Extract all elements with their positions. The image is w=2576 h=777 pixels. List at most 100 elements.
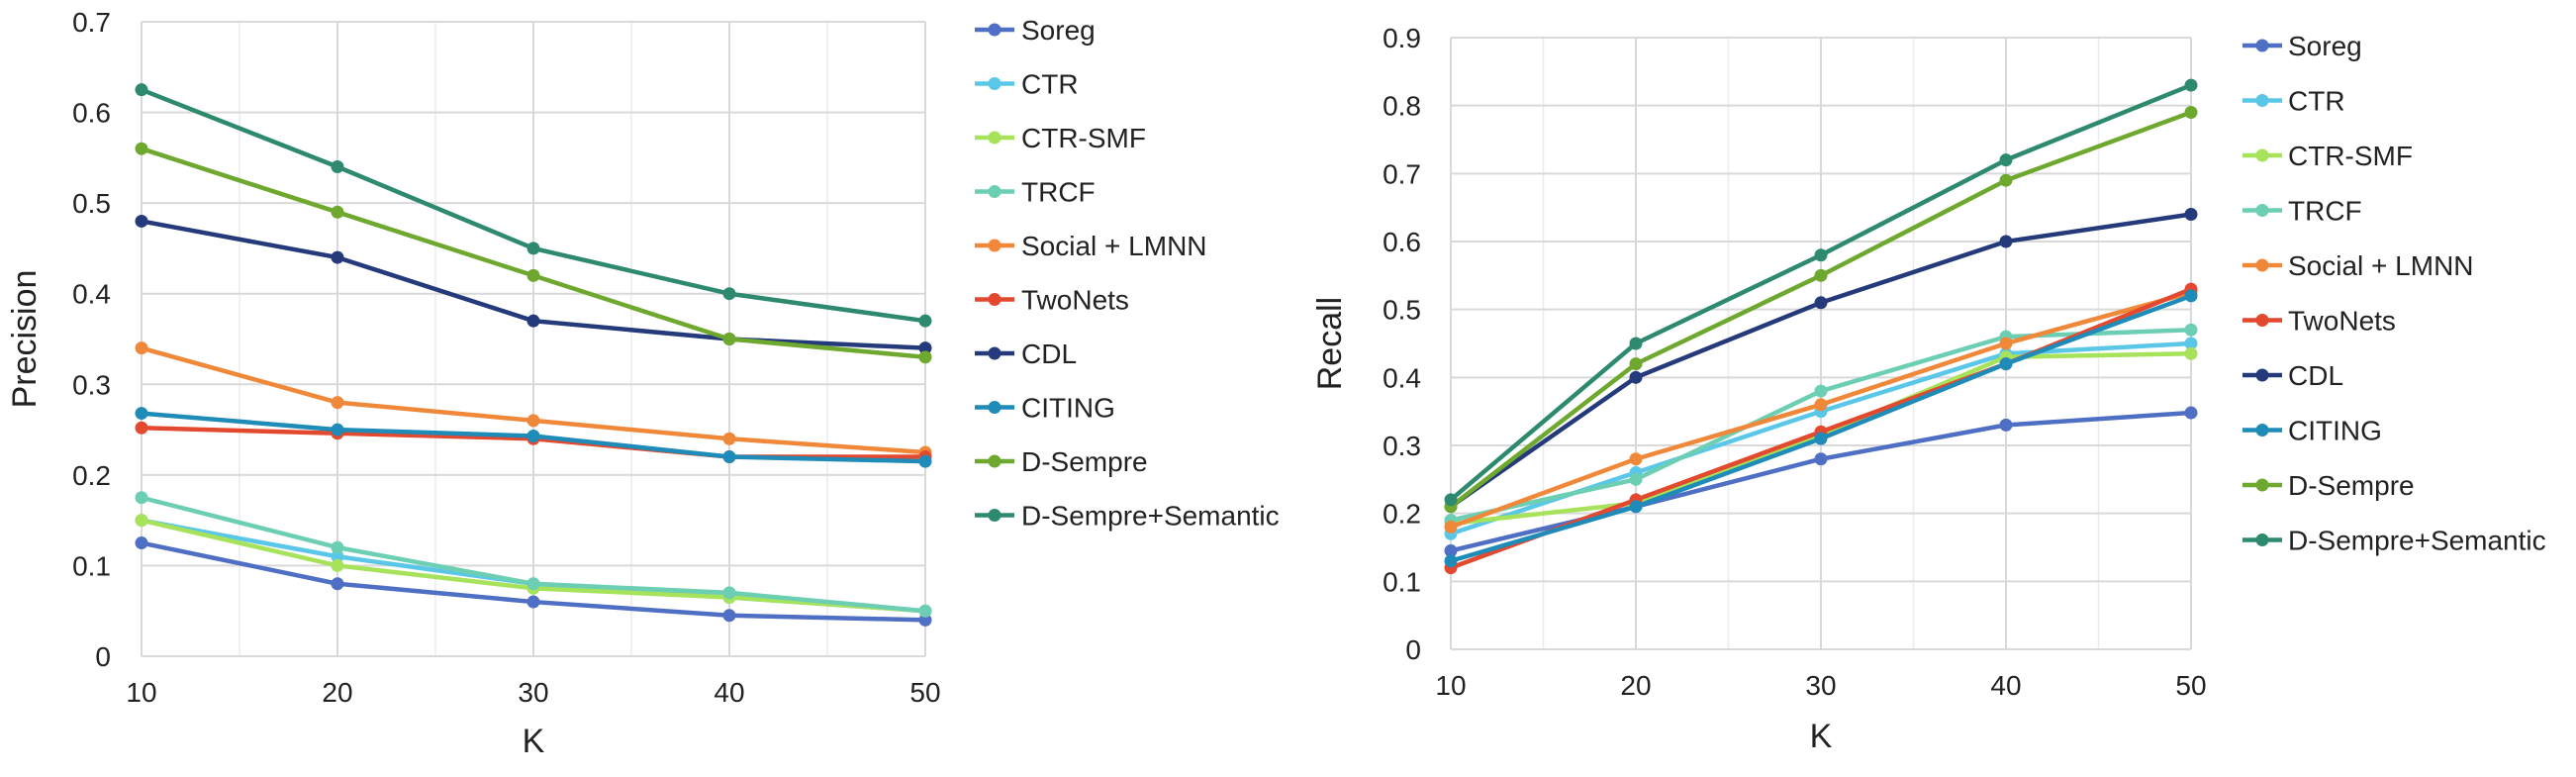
data-point bbox=[331, 577, 344, 591]
y-tick-label: 0 bbox=[1405, 634, 1421, 665]
x-tick-label: 40 bbox=[714, 677, 744, 708]
data-point bbox=[526, 268, 540, 282]
legend-item: CTR bbox=[2242, 86, 2345, 117]
legend-swatch-marker bbox=[2255, 534, 2269, 546]
legend-label: TRCF bbox=[2288, 196, 2362, 227]
data-point bbox=[722, 432, 736, 445]
y-tick-label: 0.7 bbox=[72, 7, 111, 38]
series-trcf bbox=[135, 491, 932, 618]
data-point bbox=[1999, 173, 2013, 187]
legend-swatch-marker bbox=[2255, 148, 2269, 162]
data-point bbox=[331, 160, 344, 174]
y-tick-label: 0.5 bbox=[72, 188, 111, 219]
y-tick-label: 0.4 bbox=[72, 279, 111, 310]
x-axis-title: K bbox=[1810, 718, 1833, 755]
legend-swatch-marker bbox=[988, 131, 1002, 145]
y-tick-label: 0.3 bbox=[72, 369, 111, 400]
data-point bbox=[526, 577, 540, 591]
data-point bbox=[331, 540, 344, 554]
legend-label: CTR bbox=[1021, 69, 1079, 100]
data-point bbox=[2184, 346, 2198, 360]
legend-swatch-marker bbox=[988, 454, 1002, 468]
data-point bbox=[1814, 296, 1828, 310]
data-point bbox=[1444, 520, 1458, 534]
legend-swatch-marker bbox=[2255, 424, 2269, 437]
data-point bbox=[1814, 384, 1828, 398]
series-d-sempre-semantic bbox=[135, 83, 932, 328]
legend-label: CDL bbox=[1021, 339, 1077, 369]
x-axis-title: K bbox=[523, 723, 545, 760]
data-point bbox=[1999, 357, 2013, 371]
data-point bbox=[526, 314, 540, 328]
data-point bbox=[1999, 418, 2013, 432]
y-tick-label: 0.7 bbox=[1383, 158, 1421, 189]
legend-label: D-Sempre+Semantic bbox=[2288, 526, 2546, 556]
data-point bbox=[1999, 337, 2013, 350]
series-soreg bbox=[135, 536, 932, 627]
y-tick-label: 0.8 bbox=[1383, 91, 1421, 122]
legend-item: Soreg bbox=[2242, 31, 2362, 61]
data-point bbox=[135, 142, 148, 155]
data-point bbox=[526, 242, 540, 255]
data-point bbox=[1444, 543, 1458, 557]
legend-label: Social + LMNN bbox=[2288, 250, 2474, 281]
data-point bbox=[135, 407, 148, 421]
y-tick-label: 0.6 bbox=[72, 98, 111, 129]
y-tick-label: 0 bbox=[95, 641, 111, 672]
legend-item: CDL bbox=[975, 339, 1077, 369]
y-tick-label: 0.1 bbox=[1383, 566, 1421, 597]
legend-label: CTR bbox=[2288, 86, 2345, 117]
legend-swatch-marker bbox=[2255, 204, 2269, 217]
y-tick-label: 0.3 bbox=[1383, 431, 1421, 461]
legend-item: CTR-SMF bbox=[2242, 141, 2413, 171]
x-tick-label: 50 bbox=[2175, 670, 2206, 701]
y-tick-label: 0.9 bbox=[1383, 23, 1421, 53]
legend-label: CITING bbox=[2288, 416, 2382, 446]
data-point bbox=[135, 514, 148, 528]
legend-label: CTR-SMF bbox=[1021, 123, 1146, 153]
data-point bbox=[918, 341, 932, 355]
x-tick-label: 20 bbox=[1620, 670, 1651, 701]
legend-label: CDL bbox=[2288, 360, 2343, 391]
series-social-lmnn bbox=[135, 341, 932, 459]
data-point bbox=[2184, 337, 2198, 350]
y-tick-label: 0.1 bbox=[72, 550, 111, 581]
data-point bbox=[722, 287, 736, 301]
series-citing bbox=[1444, 289, 2198, 568]
data-point bbox=[722, 586, 736, 600]
data-point bbox=[2184, 323, 2198, 337]
legend-label: TwoNets bbox=[2288, 306, 2396, 337]
legend-item: D-Sempre bbox=[2242, 470, 2415, 501]
legend-swatch-marker bbox=[988, 77, 1002, 90]
data-point bbox=[135, 536, 148, 550]
data-point bbox=[1629, 370, 1643, 384]
data-point bbox=[1444, 493, 1458, 507]
data-point bbox=[2184, 208, 2198, 222]
data-point bbox=[331, 205, 344, 219]
data-point bbox=[1629, 472, 1643, 486]
legend-item: Soreg bbox=[975, 15, 1096, 46]
data-point bbox=[526, 595, 540, 609]
legend-swatch-marker bbox=[2255, 478, 2269, 492]
series-d-sempre bbox=[135, 142, 932, 364]
x-tick-label: 10 bbox=[1435, 670, 1466, 701]
y-axis-title: Recall bbox=[1311, 297, 1349, 390]
legend-item: D-Sempre bbox=[975, 446, 1148, 477]
data-point bbox=[135, 421, 148, 435]
data-point bbox=[135, 214, 148, 228]
data-point bbox=[331, 250, 344, 264]
y-tick-label: 0.5 bbox=[1383, 295, 1421, 326]
y-tick-label: 0.2 bbox=[72, 460, 111, 491]
legend-label: D-Sempre+Semantic bbox=[1021, 501, 1280, 532]
legend-label: TwoNets bbox=[1021, 285, 1129, 316]
data-point bbox=[1814, 398, 1828, 412]
series-trcf bbox=[1444, 323, 2198, 528]
legend-item: CDL bbox=[2242, 360, 2343, 391]
data-point bbox=[135, 83, 148, 97]
legend-item: D-Sempre+Semantic bbox=[975, 501, 1280, 532]
legend-label: Soreg bbox=[1021, 15, 1096, 46]
data-point bbox=[918, 604, 932, 618]
data-point bbox=[2184, 78, 2198, 92]
legend-swatch-marker bbox=[988, 346, 1002, 360]
